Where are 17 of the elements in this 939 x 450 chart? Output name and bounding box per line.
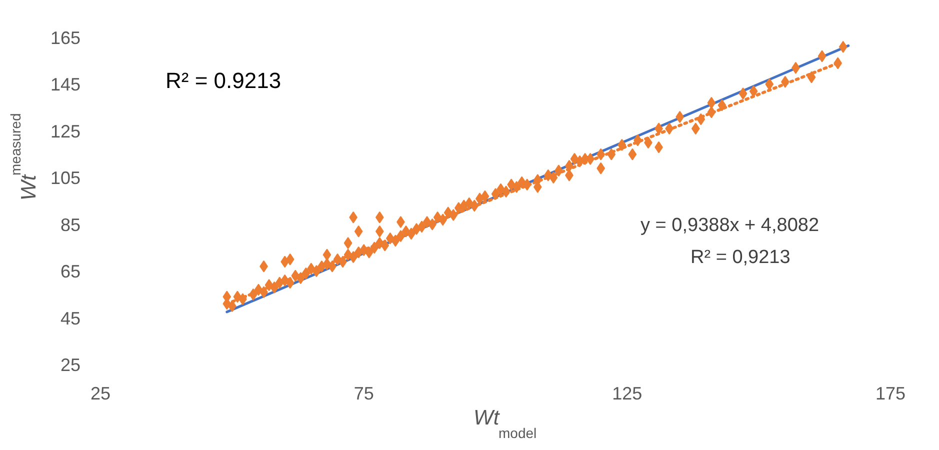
annotation: R² = 0,9213: [690, 247, 790, 268]
y-tick-label: 45: [60, 308, 81, 328]
y-tick-label: 165: [50, 28, 81, 48]
x-tick-label: 75: [354, 384, 374, 404]
annotation: R² = 0.9213: [166, 68, 282, 93]
annotation: y = 0,9388x + 4,8082: [640, 215, 820, 236]
y-tick-label: 105: [50, 168, 81, 188]
x-tick-label: 175: [875, 384, 906, 404]
y-tick-label: 125: [50, 121, 81, 142]
y-axis-title: Wtmeasured: [8, 113, 40, 200]
y-tick-label: 25: [60, 355, 81, 375]
y-tick-label: 85: [60, 214, 81, 235]
x-tick-label: 125: [612, 384, 642, 404]
x-tick-label: 25: [90, 384, 111, 404]
y-tick-label: 145: [50, 74, 81, 95]
x-axis-title: Wtmodel: [474, 406, 537, 441]
y-tick-label: 65: [60, 262, 81, 282]
